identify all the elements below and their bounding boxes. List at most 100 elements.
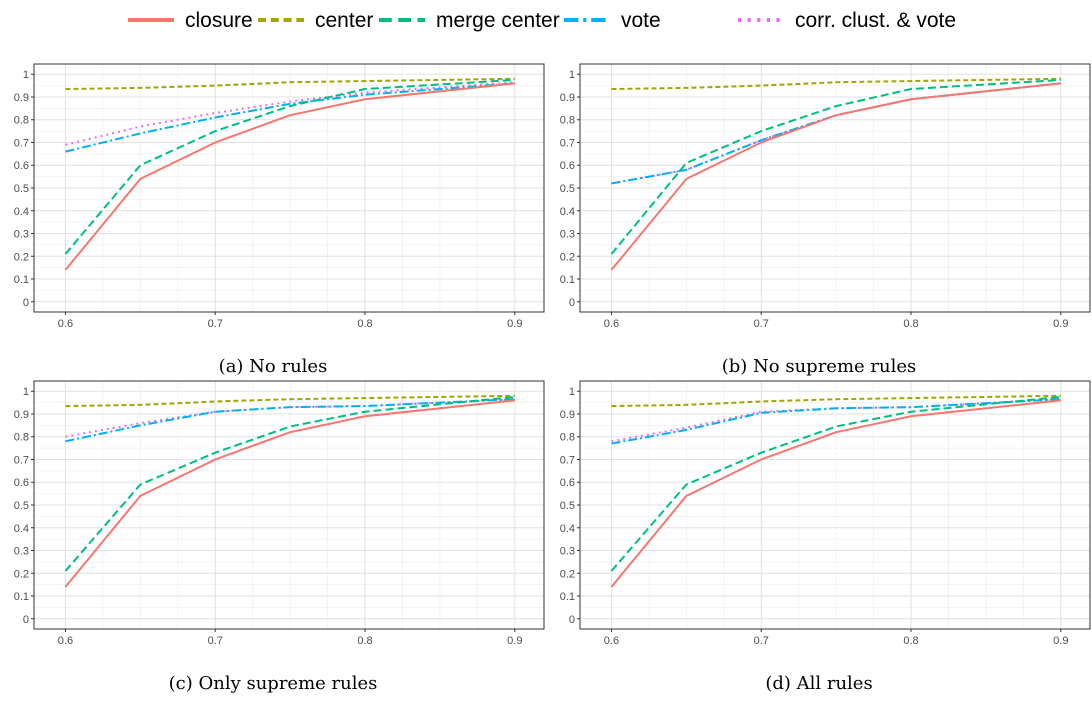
y-tick-label: 0.2	[560, 251, 575, 263]
caption-d: (d) All rules	[546, 673, 1092, 694]
chart-svg-c: 0 0.1 0.2 0.3 0.4 0.5 0.6 0.7 0.8 0.9 1 0.6 0.7 0.8 0.…	[14, 380, 545, 647]
y-tick-label: 0.7	[14, 454, 29, 466]
y-tick-label: 0.5	[560, 500, 575, 512]
legend-label-vote: vote	[621, 9, 661, 32]
y-tick-label: 0	[23, 297, 29, 309]
y-tick-label: 0.9	[560, 92, 575, 104]
series-line-merge-center	[64, 78, 515, 255]
y-tick-label: 0.4	[560, 206, 575, 218]
y-tick-label: 1	[23, 386, 29, 398]
grid	[580, 64, 1090, 312]
x-tick-label: 0.9	[507, 318, 522, 330]
x-tick-label: 0.9	[1053, 318, 1068, 330]
y-tick-label: 0.5	[14, 183, 29, 195]
panel-border	[579, 63, 1091, 313]
panel-border	[579, 380, 1091, 630]
y-tick-label: 0.3	[560, 546, 575, 558]
series-line-merge-center	[610, 395, 1061, 572]
legend-item-closure: closure	[128, 9, 253, 32]
y-tick-label: 0.3	[14, 546, 29, 558]
series-line-center	[65, 394, 515, 408]
legend-label-corr-clust-vote: corr. clust. & vote	[795, 9, 956, 32]
y-tick-label: 0.7	[14, 137, 29, 149]
chart-svg-b: 0 0.1 0.2 0.3 0.4 0.5 0.6 0.7 0.8 0.9 1 0.6 0.7 0.8 0.…	[560, 63, 1091, 330]
legend-item-vote: vote	[564, 9, 661, 32]
series-line-center	[611, 77, 1061, 91]
legend-label-center: center	[315, 9, 373, 32]
y-tick-label: 0.1	[14, 274, 29, 286]
y-tick-label: 0.4	[14, 206, 29, 218]
series-line-merge-center	[610, 78, 1061, 255]
y-tick-label: 0.6	[14, 160, 29, 172]
y-tick-label: 0.1	[560, 274, 575, 286]
y-tick-label: 0.3	[14, 229, 29, 241]
chart-svg-d: 0 0.1 0.2 0.3 0.4 0.5 0.6 0.7 0.8 0.9 1 0.6 0.7 0.8 0.…	[560, 380, 1091, 647]
y-tick-label: 0.7	[560, 454, 575, 466]
y-tick-label: 0.2	[14, 568, 29, 580]
x-tick-label: 0.6	[58, 318, 73, 330]
y-tick-label: 0.8	[14, 115, 29, 127]
y-tick-label: 0.5	[560, 183, 575, 195]
x-tick-label: 0.7	[208, 318, 223, 330]
y-tick-label: 0.6	[560, 477, 575, 489]
chart-panel-a: 0 0.1 0.2 0.3 0.4 0.5 0.6 0.7 0.8 0.9 1 0.6 0.7 0.8 0.…	[0, 40, 546, 396]
panel-border	[33, 380, 545, 630]
y-tick-label: 0.9	[14, 409, 29, 421]
grid	[34, 381, 544, 629]
x-tick-label: 0.9	[507, 635, 522, 647]
y-tick-label: 0.9	[14, 92, 29, 104]
x-tick-label: 0.6	[58, 635, 73, 647]
y-tick-label: 0	[569, 614, 575, 626]
caption-b-text: (b) No supreme rules	[721, 356, 917, 377]
legend-item-corr-clust-vote: corr. clust. & vote	[738, 9, 956, 32]
y-tick-label: 0.7	[560, 137, 575, 149]
series-line-closure	[64, 399, 515, 588]
chart-panel-c: 0 0.1 0.2 0.3 0.4 0.5 0.6 0.7 0.8 0.9 1 0.6 0.7 0.8 0.…	[0, 357, 546, 713]
series-line-vote	[611, 82, 1061, 185]
caption-a-text: (a) No rules	[218, 356, 328, 377]
y-tick-label: 0.8	[14, 432, 29, 444]
legend-label-closure: closure	[185, 9, 253, 32]
x-tick-label: 0.6	[604, 635, 619, 647]
x-tick-label: 0.8	[903, 318, 918, 330]
series-line-center	[65, 77, 515, 91]
y-tick-label: 0.5	[14, 500, 29, 512]
y-tick-label: 0.6	[560, 160, 575, 172]
y-tick-label: 1	[23, 69, 29, 81]
legend-item-merge-center: merge center	[379, 9, 560, 32]
series-line-closure	[610, 82, 1061, 271]
series-line-vote	[611, 398, 1061, 445]
x-tick-label: 0.8	[357, 318, 372, 330]
caption-a: (a) No rules	[0, 356, 546, 377]
y-tick-label: 0.4	[14, 523, 29, 535]
y-tick-label: 0.2	[560, 568, 575, 580]
x-tick-label: 0.6	[604, 318, 619, 330]
y-tick-label: 0.1	[560, 591, 575, 603]
y-tick-label: 0.2	[14, 251, 29, 263]
y-tick-label: 0.6	[14, 477, 29, 489]
caption-d-text: (d) All rules	[765, 673, 873, 694]
chart-legend: closure center merge center vote corr. clust…	[0, 0, 1092, 40]
legend-label-merge-center: merge center	[436, 9, 560, 32]
x-tick-label: 0.7	[754, 318, 769, 330]
y-tick-label: 0	[23, 614, 29, 626]
caption-c-text: (c) Only supreme rules	[168, 673, 378, 694]
grid	[34, 64, 544, 312]
series-line-vote	[65, 398, 515, 443]
series-line-closure	[64, 82, 515, 271]
grid	[580, 381, 1090, 629]
legend-item-center: center	[258, 9, 373, 32]
y-tick-label: 0.1	[14, 591, 29, 603]
x-tick-label: 0.8	[357, 635, 372, 647]
y-tick-label: 0.3	[560, 229, 575, 241]
panel-border	[33, 63, 545, 313]
x-tick-label: 0.8	[903, 635, 918, 647]
y-tick-label: 1	[569, 69, 575, 81]
series-line-center	[611, 394, 1061, 408]
legend-svg: closure center merge center vote corr. clust…	[128, 9, 956, 32]
y-tick-label: 0.4	[560, 523, 575, 535]
y-tick-label: 0.8	[560, 115, 575, 127]
x-tick-label: 0.9	[1053, 635, 1068, 647]
caption-b: (b) No supreme rules	[546, 356, 1092, 377]
series-line-merge-center	[64, 395, 515, 572]
